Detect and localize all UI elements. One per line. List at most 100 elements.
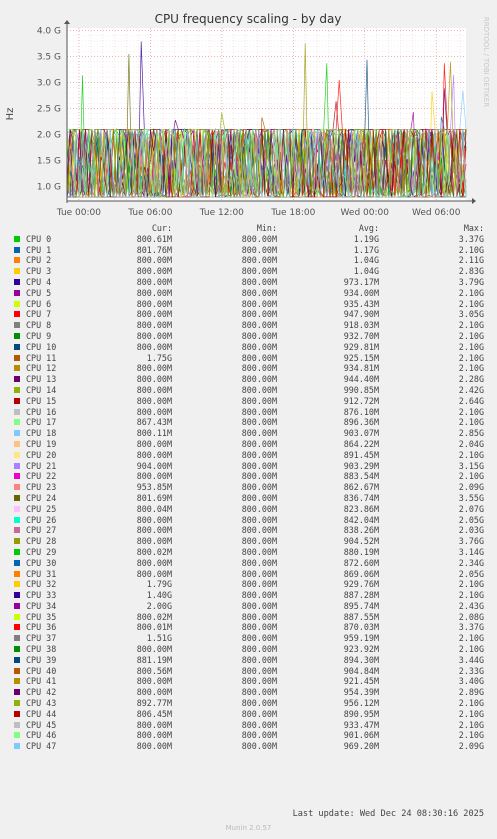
- legend-min: 800.00M: [241, 363, 277, 374]
- legend-row: CPU 28 800.00M 800.00M 904.52M 3.76G: [0, 536, 497, 547]
- legend-cur: 1.51G: [146, 633, 172, 644]
- legend-cur: 904.00M: [136, 460, 172, 471]
- legend-swatch: [14, 246, 20, 253]
- legend-name: CPU 26: [26, 514, 57, 525]
- legend-swatch: [14, 278, 20, 285]
- legend-avg: 823.86M: [343, 503, 379, 514]
- legend-cur: 800.00M: [136, 341, 172, 352]
- legend-min: 800.00M: [241, 395, 277, 406]
- legend-row: CPU 45 800.00M 800.00M 933.47M 2.10G: [0, 720, 497, 731]
- legend-max: 2.07G: [458, 503, 484, 514]
- last-update: Last update: Wed Dec 24 08:30:16 2025: [292, 809, 484, 819]
- legend-row: CPU 32 1.79G 800.00M 929.76M 2.10G: [0, 579, 497, 590]
- legend-name: CPU 35: [26, 611, 57, 622]
- legend-swatch: [14, 300, 20, 307]
- legend-row: CPU 3 800.00M 800.00M 1.04G 2.83G: [0, 266, 497, 277]
- legend-avg: 891.45M: [343, 449, 379, 460]
- legend-name: CPU 44: [26, 708, 57, 719]
- x-tick-label: Wed 06:00: [412, 208, 461, 218]
- legend-avg: 925.15M: [343, 352, 379, 363]
- legend-avg: 876.10M: [343, 406, 379, 417]
- legend-min: 800.00M: [241, 492, 277, 503]
- legend-avg: 895.74M: [343, 600, 379, 611]
- legend-row: CPU 44 806.45M 800.00M 890.95M 2.10G: [0, 709, 497, 720]
- legend-cur: 892.77M: [136, 698, 172, 709]
- legend-min: 800.00M: [241, 374, 277, 385]
- legend-name: CPU 31: [26, 568, 57, 579]
- legend-max: 2.10G: [458, 320, 484, 331]
- x-tick-labels: Tue 00:00 Tue 06:00 Tue 12:00 Tue 18:00 Wed …: [56, 208, 461, 218]
- legend-avg: 990.85M: [343, 384, 379, 395]
- legend-rows: CPU 0 800.61M 800.00M 1.19G 3.37G CPU 1 801.76…: [0, 234, 497, 752]
- legend-name: CPU 28: [26, 536, 57, 547]
- legend-cur: 800.00M: [136, 525, 172, 536]
- legend-name: CPU 1: [26, 244, 52, 255]
- legend-swatch: [14, 343, 20, 350]
- legend-swatch: [14, 721, 20, 728]
- legend-max: 2.10G: [458, 417, 484, 428]
- legend-min: 800.00M: [241, 287, 277, 298]
- legend-min: 800.00M: [241, 276, 277, 287]
- legend-swatch: [14, 635, 20, 642]
- legend-cur: 800.00M: [136, 536, 172, 547]
- legend-swatch: [14, 268, 20, 275]
- x-axis-arrow: [472, 198, 476, 204]
- legend-swatch: [14, 581, 20, 588]
- legend-max: 3.79G: [458, 276, 484, 287]
- legend-name: CPU 3: [26, 266, 52, 277]
- legend-min: 800.00M: [241, 514, 277, 525]
- legend-row: CPU 38 800.00M 800.00M 923.92M 2.10G: [0, 644, 497, 655]
- legend-avg: 933.47M: [343, 719, 379, 730]
- legend-max: 2.28G: [458, 374, 484, 385]
- legend-name: CPU 39: [26, 654, 57, 665]
- series-line-cpu-47: [67, 129, 467, 199]
- legend-max: 3.37G: [458, 622, 484, 633]
- legend-name: CPU 10: [26, 341, 57, 352]
- legend-name: CPU 21: [26, 460, 57, 471]
- legend-avg: 923.92M: [343, 644, 379, 655]
- legend-max: 2.83G: [458, 266, 484, 277]
- legend-avg: 929.76M: [343, 579, 379, 590]
- legend-min: 800.00M: [241, 406, 277, 417]
- legend-swatch: [14, 646, 20, 653]
- legend-swatch: [14, 559, 20, 566]
- legend-avg: 862.67M: [343, 482, 379, 493]
- legend-row: CPU 23 953.85M 800.00M 862.67M 2.09G: [0, 482, 497, 493]
- legend-max: 2.11G: [458, 255, 484, 266]
- legend-max: 2.42G: [458, 384, 484, 395]
- legend-name: CPU 11: [26, 352, 57, 363]
- legend-swatch: [14, 613, 20, 620]
- x-tick-label: Tue 18:00: [270, 208, 315, 218]
- legend-max: 2.10G: [458, 633, 484, 644]
- legend-name: CPU 45: [26, 719, 57, 730]
- rrdtool-side-label: RRDTOOL / TOBI OETIKER: [482, 17, 490, 107]
- legend-avg: 1.17G: [353, 244, 379, 255]
- legend-row: CPU 33 1.40G 800.00M 887.28M 2.10G: [0, 590, 497, 601]
- legend-avg: 932.70M: [343, 330, 379, 341]
- legend-row: CPU 2 800.00M 800.00M 1.04G 2.11G: [0, 255, 497, 266]
- legend-cur: 800.00M: [136, 568, 172, 579]
- legend-cur: 800.01M: [136, 622, 172, 633]
- legend-cur: 800.00M: [136, 395, 172, 406]
- legend-max: 2.34G: [458, 557, 484, 568]
- legend-name: CPU 41: [26, 676, 57, 687]
- legend-cur: 800.00M: [136, 276, 172, 287]
- legend-name: CPU 20: [26, 449, 57, 460]
- legend-cur: 800.02M: [136, 546, 172, 557]
- legend-avg: 912.72M: [343, 395, 379, 406]
- legend-swatch: [14, 656, 20, 663]
- legend-max: 2.10G: [458, 449, 484, 460]
- legend-row: CPU 26 800.00M 800.00M 842.04M 2.05G: [0, 515, 497, 526]
- legend-max: 2.43G: [458, 600, 484, 611]
- legend-avg: 1.04G: [353, 266, 379, 277]
- legend-row: CPU 12 800.00M 800.00M 934.81M 2.10G: [0, 363, 497, 374]
- legend-name: CPU 13: [26, 374, 57, 385]
- legend-row: CPU 13 800.00M 800.00M 944.40M 2.28G: [0, 374, 497, 385]
- legend-cur: 800.04M: [136, 503, 172, 514]
- legend-swatch: [14, 689, 20, 696]
- legend-min: 800.00M: [241, 698, 277, 709]
- legend-min: 800.00M: [241, 536, 277, 547]
- legend-avg: 870.03M: [343, 622, 379, 633]
- y-tick-label: 3.0 G: [37, 79, 61, 89]
- legend-min: 800.00M: [241, 460, 277, 471]
